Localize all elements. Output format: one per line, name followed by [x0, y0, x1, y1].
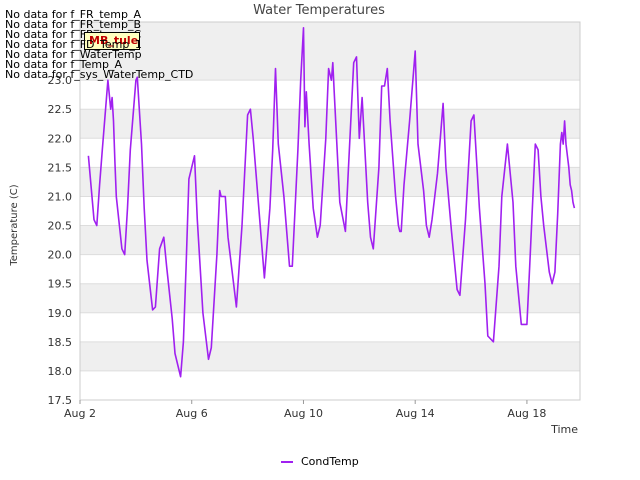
plot-band: [80, 22, 580, 81]
y-axis-label: Temperature (C): [9, 184, 20, 266]
series-line-condtemp: [87, 27, 576, 378]
y-tick-label: 18.5: [48, 336, 73, 349]
y-tick-label: 21.0: [48, 190, 73, 203]
x-axis-ticks: Aug 2 Aug 6 Aug 10 Aug 14 Aug 18: [64, 400, 546, 420]
x-axis-label: Time: [550, 423, 578, 436]
tooltip-label: MB_tule: [89, 34, 139, 47]
no-data-message: No data for f_FD_Temp_1: [5, 38, 142, 51]
no-data-message: No data for f_Temp_A: [5, 58, 123, 71]
chart-title: Water Temperatures: [253, 3, 385, 18]
plot-band: [80, 109, 580, 139]
y-tick-label: 20.0: [48, 249, 73, 262]
y-tick-label: 23.0: [48, 74, 73, 87]
no-data-message: No data for f_FR_temp_B: [5, 18, 142, 31]
y-tick-label: 22.5: [48, 103, 73, 116]
y-tick-label: 21.5: [48, 161, 73, 174]
no-data-message: No data for f_FR_temp_A: [5, 8, 141, 21]
y-tick-label: 19.5: [48, 278, 73, 291]
y-tick-label: 18.0: [48, 365, 73, 378]
no-data-message: No data for f_WaterTemp: [5, 48, 142, 61]
legend-label: CondTemp: [301, 455, 359, 468]
legend-swatch: [281, 460, 293, 463]
y-tick-label: 22.0: [48, 132, 73, 145]
x-tick-label: Aug 14: [396, 407, 435, 420]
plot-area: [79, 21, 581, 401]
series-lines: [87, 27, 576, 378]
y-tick-label: 17.5: [48, 394, 73, 407]
x-tick-label: Aug 6: [176, 407, 208, 420]
plot-band: [80, 341, 580, 371]
y-tick-label: 19.0: [48, 307, 73, 320]
plot-band: [80, 167, 580, 197]
x-tick-label: Aug 18: [507, 407, 546, 420]
no-data-message: No data for f_sys_WaterTemp_CTD: [5, 68, 194, 81]
site-tooltip: MB_tule: [84, 32, 140, 50]
y-tick-label: 20.5: [48, 220, 73, 233]
plot-band: [80, 225, 580, 255]
legend: CondTemp: [281, 455, 359, 468]
x-tick-label: Aug 2: [64, 407, 96, 420]
x-tick-label: Aug 10: [284, 407, 323, 420]
y-axis-ticks: 17.5 18.0 18.5 19.0 19.5 20.0 20.5 21.0 21.5 22.0…: [48, 74, 73, 407]
no-data-message: No data for f_FR_temp_C: [5, 28, 142, 41]
